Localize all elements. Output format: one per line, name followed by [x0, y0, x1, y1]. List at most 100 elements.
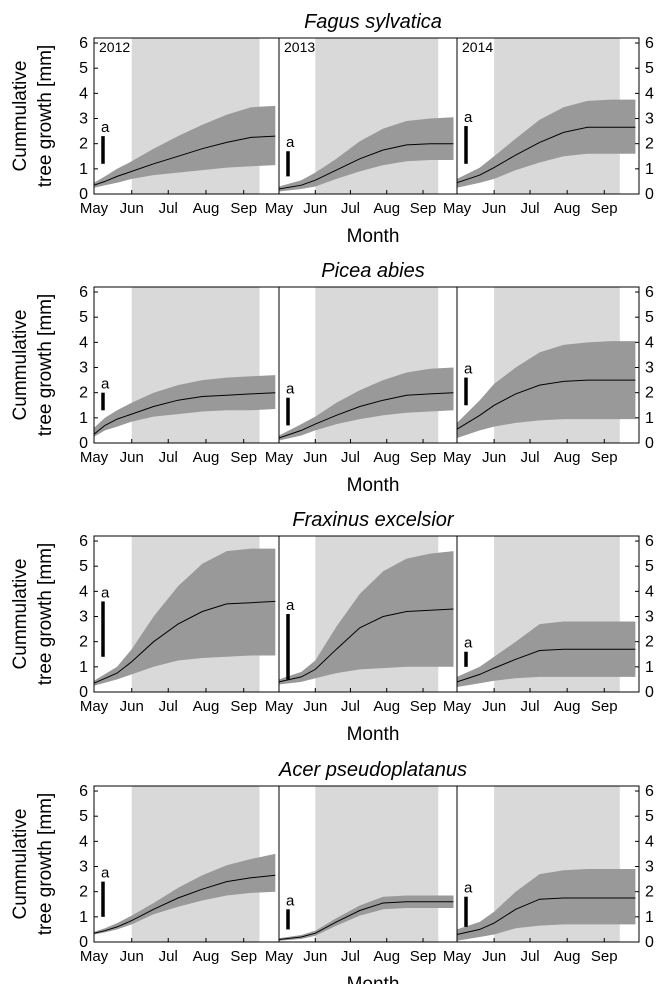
x-tick-label: Aug [554, 948, 581, 965]
x-tick-label: Sep [410, 698, 437, 715]
scale-bar-label: a [101, 119, 110, 136]
growing-season-band [315, 786, 439, 942]
uncertainty-band [279, 117, 454, 192]
x-tick-label: May [443, 698, 472, 715]
mean-growth-line [93, 135, 276, 186]
x-tick-label: Aug [373, 948, 400, 965]
uncertainty-band [94, 853, 276, 935]
x-tick-label: Jun [303, 200, 327, 217]
x-tick-label: Jul [520, 948, 539, 965]
scale-bar-label: a [464, 635, 473, 652]
mean-growth-line [456, 648, 636, 683]
x-tick-label: Jun [482, 449, 506, 466]
scale-bar-label: a [464, 361, 473, 378]
scale-bar-label: a [101, 865, 110, 882]
scale-bar-label: a [464, 880, 473, 897]
x-tick-label: Sep [410, 449, 437, 466]
y-axis-label: Cummulative [10, 559, 31, 670]
mean-growth-line [278, 608, 454, 683]
uncertainty-band [279, 367, 454, 441]
x-tick-label: Aug [554, 200, 581, 217]
x-tick-label: Jul [159, 200, 178, 217]
y-tick-label: 0 [645, 934, 654, 951]
x-tick-label: Jun [120, 200, 144, 217]
y-tick-label: 4 [79, 85, 88, 102]
y-axis-label: Cummulative [10, 61, 31, 172]
x-tick-label: Aug [373, 449, 400, 466]
x-tick-label: Jun [120, 449, 144, 466]
x-tick-label: May [443, 948, 472, 965]
x-tick-label: Sep [230, 948, 257, 965]
y-tick-label: 1 [79, 909, 88, 926]
x-tick-label: May [80, 449, 109, 466]
x-tick-label: May [443, 200, 472, 217]
x-axis-label: Month [347, 226, 400, 247]
uncertainty-band [94, 375, 276, 437]
x-tick-label: May [265, 200, 294, 217]
y-tick-label: 6 [645, 533, 654, 550]
y-tick-label: 3 [645, 360, 654, 377]
y-tick-label: 1 [645, 161, 654, 178]
y-tick-label: 4 [645, 334, 654, 351]
y-tick-label: 4 [79, 583, 88, 600]
y-tick-label: 0 [79, 435, 88, 452]
y-axis-label: tree growth [mm] [35, 543, 56, 686]
scale-bar-label: a [101, 584, 110, 601]
y-tick-label: 0 [79, 186, 88, 203]
y-axis-label: Cummulative [10, 809, 31, 920]
scale-bar-label: a [286, 892, 295, 909]
mean-growth-line [93, 600, 276, 684]
x-tick-label: Jul [159, 449, 178, 466]
y-tick-label: 5 [645, 309, 654, 326]
y-axis-label: tree growth [mm] [35, 793, 56, 936]
y-tick-label: 0 [79, 684, 88, 701]
x-tick-label: Jun [482, 948, 506, 965]
x-tick-label: Jul [341, 449, 360, 466]
panel-frame [456, 535, 640, 693]
y-tick-label: 2 [79, 385, 88, 402]
y-tick-label: 2 [79, 634, 88, 651]
y-tick-label: 1 [645, 410, 654, 427]
y-tick-label: 2 [645, 634, 654, 651]
x-tick-label: May [80, 200, 109, 217]
mean-growth-line [278, 392, 454, 439]
x-tick-label: Sep [591, 200, 618, 217]
uncertainty-band [94, 105, 276, 188]
y-tick-label: 3 [79, 360, 88, 377]
y-tick-label: 5 [645, 558, 654, 575]
y-tick-label: 4 [79, 833, 88, 850]
x-axis-label: Month [347, 974, 400, 984]
x-tick-label: Sep [591, 698, 618, 715]
x-tick-label: Jun [303, 698, 327, 715]
y-tick-label: 6 [79, 35, 88, 52]
x-tick-label: Jul [159, 948, 178, 965]
x-tick-label: Jun [482, 200, 506, 217]
x-tick-label: Jun [303, 449, 327, 466]
y-tick-label: 0 [645, 684, 654, 701]
x-tick-label: Jul [341, 698, 360, 715]
y-tick-label: 5 [79, 558, 88, 575]
x-tick-label: Aug [554, 698, 581, 715]
x-tick-label: Aug [193, 948, 220, 965]
y-tick-label: 5 [79, 808, 88, 825]
y-axis-label: tree growth [mm] [35, 45, 56, 188]
scale-bar-label: a [101, 376, 110, 393]
y-tick-label: 1 [645, 909, 654, 926]
uncertainty-band [279, 551, 454, 685]
uncertainty-band [457, 621, 636, 687]
y-axis-label: tree growth [mm] [35, 294, 56, 437]
mean-growth-line [456, 897, 636, 935]
y-tick-label: 6 [645, 783, 654, 800]
y-tick-label: 2 [79, 884, 88, 901]
mean-growth-line [93, 392, 276, 435]
x-tick-label: Jul [341, 200, 360, 217]
y-tick-label: 4 [645, 833, 654, 850]
uncertainty-band [94, 548, 276, 686]
y-tick-label: 2 [645, 136, 654, 153]
y-tick-label: 4 [645, 583, 654, 600]
scale-bar-label: a [464, 109, 473, 126]
scale-bar-label: a [286, 597, 295, 614]
x-tick-label: Aug [373, 200, 400, 217]
x-tick-label: Sep [230, 200, 257, 217]
